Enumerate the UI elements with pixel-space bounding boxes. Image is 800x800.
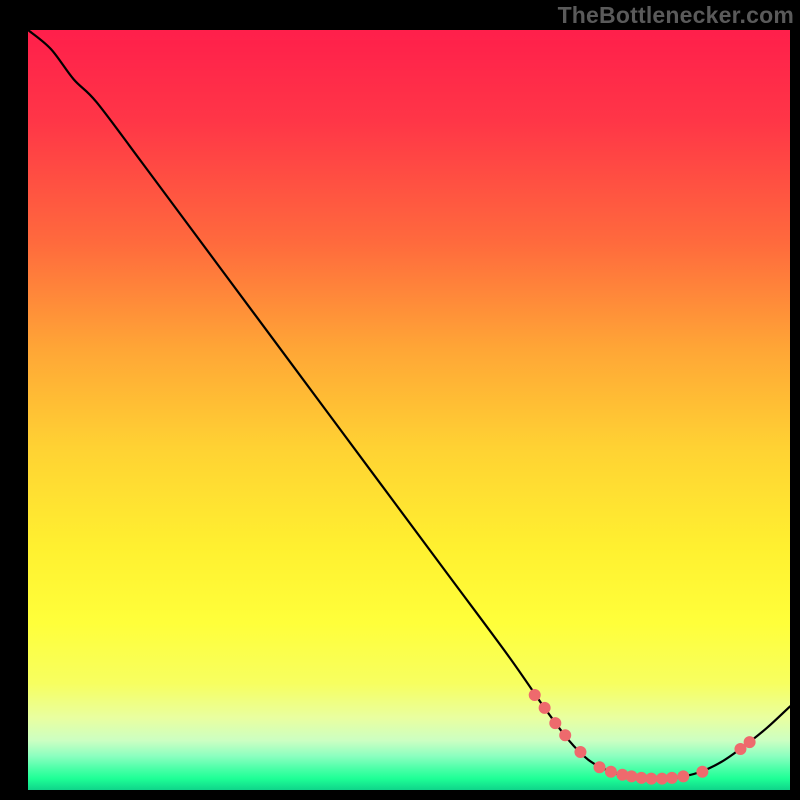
data-point [605,766,616,777]
data-point [636,772,647,783]
data-point [646,773,657,784]
data-point [735,743,746,754]
data-point [594,762,605,773]
data-point [744,737,755,748]
bottleneck-curve-chart [0,0,800,800]
plot-background [28,30,790,790]
data-point [626,771,637,782]
data-point [529,690,540,701]
data-point [560,730,571,741]
data-point [656,773,667,784]
data-point [539,702,550,713]
data-point [666,772,677,783]
data-point [678,771,689,782]
data-point [697,766,708,777]
data-point [550,718,561,729]
chart-frame: TheBottlenecker.com [0,0,800,800]
data-point [575,747,586,758]
